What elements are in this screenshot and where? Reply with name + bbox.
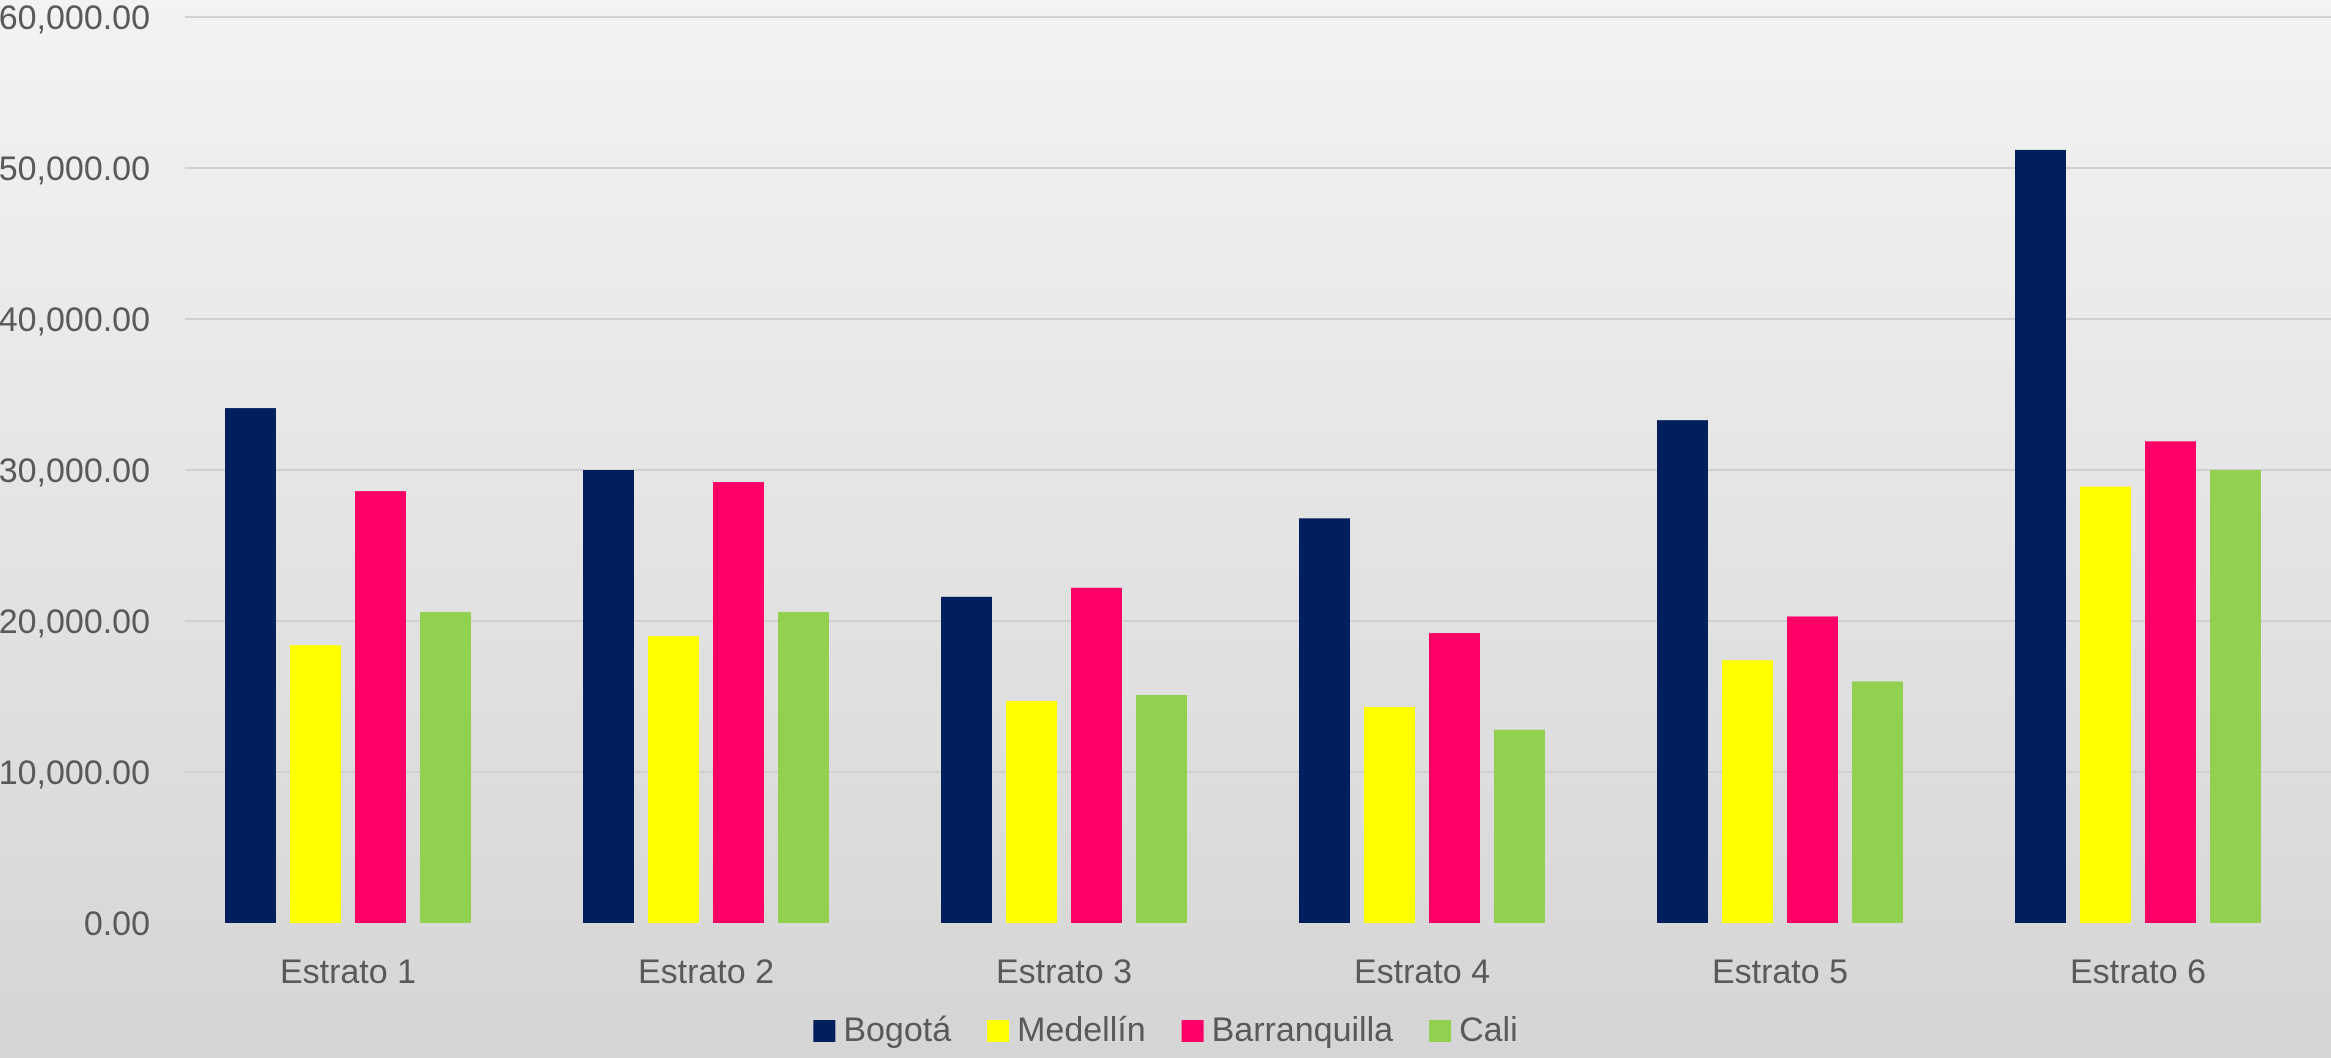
legend-item-cali: Cali — [1429, 1011, 1518, 1049]
bar-bogotá-estrato-5 — [1657, 420, 1708, 923]
legend-label: Cali — [1459, 1011, 1518, 1049]
bar-bogotá-estrato-4 — [1299, 518, 1350, 923]
y-tick-label: 10,000.00 — [0, 754, 150, 792]
x-tick-label: Estrato 1 — [280, 953, 416, 991]
legend: Bogotá Medellín Barranquilla Cali — [813, 1011, 1518, 1049]
bar-cali-estrato-1 — [420, 611, 471, 923]
legend-swatch — [1181, 1020, 1204, 1042]
bar-bogotá-estrato-2 — [583, 470, 634, 923]
bar-cali-estrato-6 — [2210, 470, 2261, 923]
y-tick-label: 60,000.00 — [0, 0, 150, 37]
bar-bogotá-estrato-1 — [225, 408, 276, 924]
bar-barranquilla-estrato-4 — [1429, 633, 1480, 923]
legend-swatch — [987, 1020, 1010, 1042]
legend-swatch — [813, 1020, 836, 1042]
y-axis-tick-labels: 0.00 10,000.00 20,000.00 30,000.00 40,000.00… — [0, 0, 150, 943]
x-axis-tick-labels: Estrato 1 Estrato 2 Estrato 3 Estrato 4 Estr… — [280, 953, 2206, 991]
y-tick-label: 30,000.00 — [0, 452, 150, 490]
bar-medellín-estrato-1 — [290, 645, 341, 923]
bar-cali-estrato-5 — [1852, 681, 1903, 923]
bar-barranquilla-estrato-3 — [1071, 587, 1122, 923]
legend-item-bogotá: Bogotá — [813, 1011, 951, 1049]
bar-medellín-estrato-3 — [1006, 701, 1057, 923]
y-tick-label: 40,000.00 — [0, 301, 150, 339]
bar-barranquilla-estrato-6 — [2145, 441, 2196, 923]
x-tick-label: Estrato 3 — [996, 953, 1132, 991]
legend-item-barranquilla: Barranquilla — [1181, 1011, 1394, 1049]
bar-cali-estrato-3 — [1136, 694, 1187, 923]
bar-bogotá-estrato-3 — [941, 596, 992, 923]
x-tick-label: Estrato 6 — [2070, 953, 2206, 991]
bar-cali-estrato-4 — [1494, 729, 1545, 923]
legend-swatch — [1429, 1020, 1452, 1042]
legend-label: Barranquilla — [1212, 1011, 1394, 1049]
bar-barranquilla-estrato-1 — [355, 491, 406, 923]
x-tick-label: Estrato 2 — [638, 953, 774, 991]
legend-label: Medellín — [1017, 1011, 1146, 1049]
bar-medellín-estrato-4 — [1364, 707, 1415, 923]
bar-barranquilla-estrato-5 — [1787, 616, 1838, 923]
bar-cali-estrato-2 — [778, 611, 829, 923]
x-tick-label: Estrato 4 — [1354, 953, 1490, 991]
bars — [225, 149, 2261, 924]
y-tick-label: 20,000.00 — [0, 603, 150, 641]
bar-medellín-estrato-6 — [2080, 486, 2131, 923]
y-tick-label: 50,000.00 — [0, 150, 150, 188]
bar-medellín-estrato-5 — [1722, 660, 1773, 923]
bar-medellín-estrato-2 — [648, 636, 699, 923]
legend-label: Bogotá — [843, 1011, 951, 1049]
gridlines — [185, 16, 2331, 773]
legend-item-medellín: Medellín — [987, 1011, 1146, 1049]
x-tick-label: Estrato 5 — [1712, 953, 1848, 991]
y-tick-label: 0.00 — [84, 905, 150, 943]
bar-bogotá-estrato-6 — [2015, 149, 2066, 923]
bar-barranquilla-estrato-2 — [713, 482, 764, 923]
